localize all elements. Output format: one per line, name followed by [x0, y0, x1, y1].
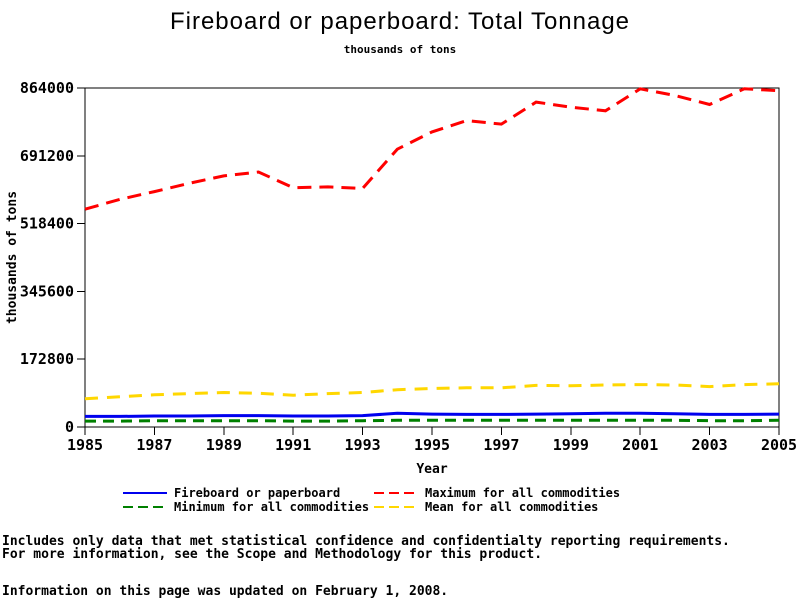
- svg-text:1991: 1991: [275, 436, 311, 454]
- svg-text:518400: 518400: [20, 215, 74, 233]
- svg-text:691200: 691200: [20, 147, 74, 165]
- legend-item-fireboard: Fireboard or paperboard: [122, 485, 373, 500]
- svg-text:1995: 1995: [414, 436, 450, 454]
- legend-item-minimum: Minimum for all commodities: [122, 499, 373, 514]
- svg-text:1985: 1985: [67, 436, 103, 454]
- legend-label-maximum: Maximum for all commodities: [425, 485, 621, 500]
- svg-text:1993: 1993: [345, 436, 381, 454]
- svg-text:345600: 345600: [20, 282, 74, 300]
- legend-line-maximum-icon: [374, 491, 418, 494]
- updated-note: Information on this page was updated on …: [2, 584, 449, 599]
- svg-text:thousands of tons: thousands of tons: [5, 191, 20, 324]
- svg-text:1997: 1997: [483, 436, 519, 454]
- svg-text:172800: 172800: [20, 350, 74, 368]
- svg-text:1999: 1999: [553, 436, 589, 454]
- legend-line-minimum-icon: [123, 505, 167, 508]
- footnote-line-2: For more information, see the Scope and …: [2, 547, 543, 562]
- legend-label-minimum: Minimum for all commodities: [174, 499, 370, 514]
- svg-text:864000: 864000: [20, 79, 74, 97]
- chart-legend: Fireboard or paperboard Maximum for all …: [122, 485, 682, 514]
- page-title: Fireboard or paperboard: Total Tonnage: [169, 8, 631, 35]
- svg-text:2005: 2005: [761, 436, 797, 454]
- svg-text:0: 0: [65, 418, 74, 436]
- svg-text:1987: 1987: [136, 436, 172, 454]
- svg-text:Year: Year: [416, 462, 447, 477]
- chart-subtitle: thousands of tons: [343, 43, 457, 56]
- tonnage-line-chart: 0 172800 345600 518400 691200 864000 1985 1987 1…: [5, 79, 797, 477]
- legend-label-mean: Mean for all commodities: [425, 499, 599, 514]
- legend-line-mean-icon: [374, 505, 418, 508]
- legend-line-fireboard-icon: [123, 491, 167, 494]
- legend-item-maximum: Maximum for all commodities: [373, 485, 682, 500]
- svg-text:1989: 1989: [206, 436, 242, 454]
- legend-label-fireboard: Fireboard or paperboard: [174, 485, 341, 500]
- footnote-line-1: Includes only data that met statistical …: [2, 534, 730, 549]
- legend-item-mean: Mean for all commodities: [373, 499, 682, 514]
- svg-text:2003: 2003: [692, 436, 728, 454]
- svg-text:2001: 2001: [622, 436, 658, 454]
